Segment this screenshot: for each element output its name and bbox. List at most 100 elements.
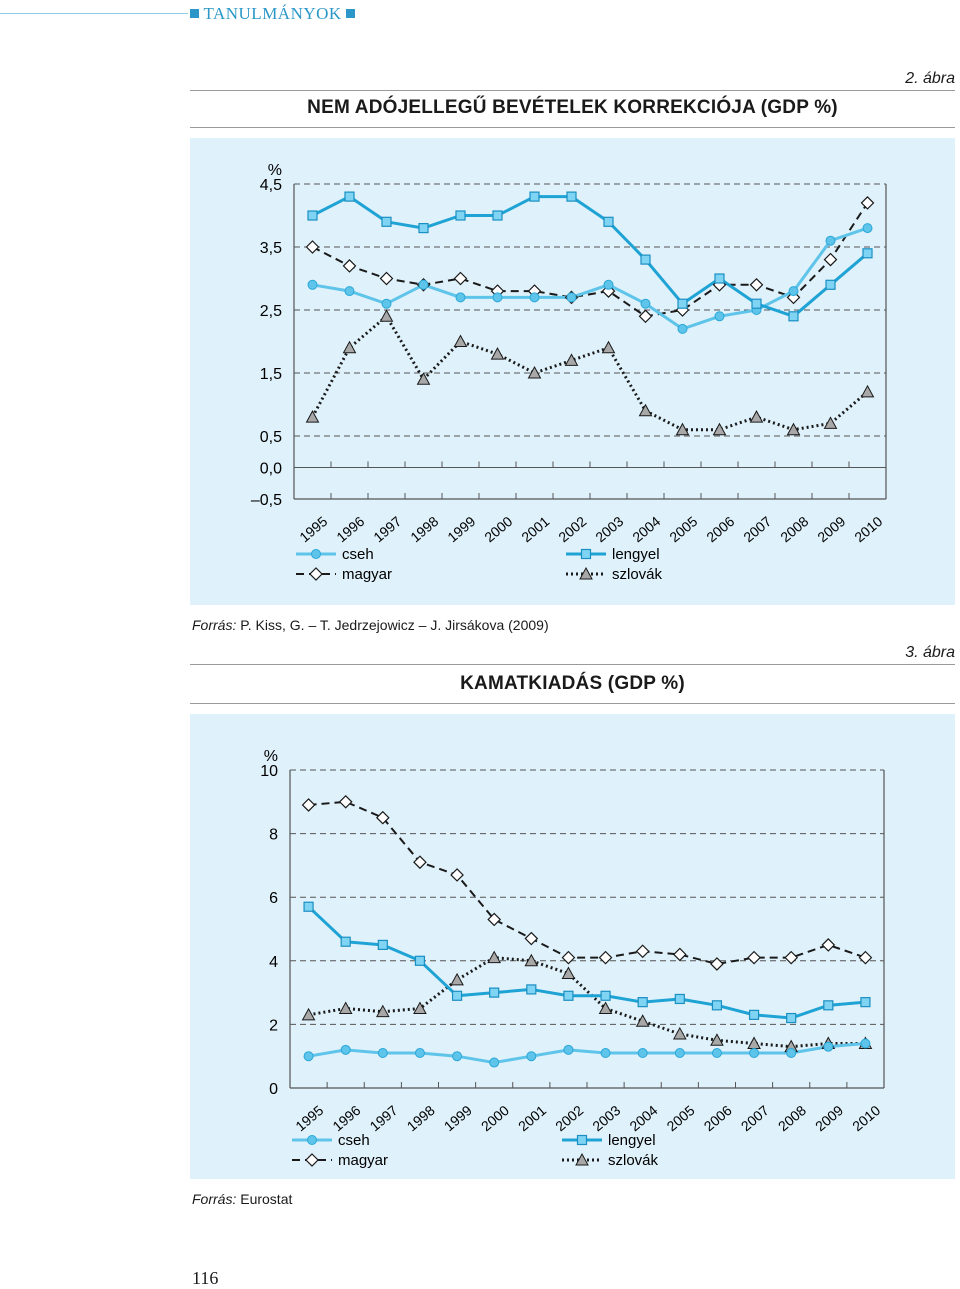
data-point-cseh [377,1048,388,1059]
data-point-lengyel [786,1012,797,1024]
legend-item-magyar: magyar [292,1152,388,1169]
series-line-magyar [308,800,866,965]
data-point-cseh [788,286,799,297]
source-label: Forrás: [192,617,237,633]
data-point-szlovák [416,372,431,385]
data-point-magyar [635,944,650,959]
data-point-cseh [455,292,466,303]
data-point-magyar [747,950,761,965]
legend-item-szlovák: szlovák [566,566,663,583]
data-point-szlovák [379,309,394,322]
data-point-lengyel [566,191,577,202]
legend-item-cseh: cseh [296,546,374,563]
data-point-cseh [563,1044,574,1055]
data-point-szlovák [527,365,542,379]
data-point-lengyel [640,254,651,265]
series-line-cseh [312,226,868,331]
chart-panel: % –0,5 0,0 0,5 1,5 2,5 3,5 4,5 1995 1996 1997 1998 1… [190,138,955,605]
title-rule [190,703,955,704]
data-point-lengyel [637,997,648,1008]
data-point-legend-szlovák [575,1152,589,1166]
x-tick-label: 2006 [701,1102,735,1134]
data-point-legend-cseh [307,1135,317,1145]
y-axis-label: % [264,748,278,765]
data-point-cseh [825,235,836,246]
legend-label: cseh [338,1132,370,1149]
data-point-lengyel [307,210,318,221]
y-tick-label: 2 [269,1017,278,1034]
data-point-lengyel [751,298,762,309]
data-point-cseh [640,298,651,309]
data-point-cseh [711,1048,722,1059]
y-tick-label: 0,5 [260,429,282,446]
data-point-magyar [821,938,836,952]
line-chart: % 0 2 4 6 8 10 1995 1996 1997 1998 1999 2000 2001 2002… [260,748,885,1169]
y-tick-label: –0,5 [251,492,282,509]
legend-item-cseh: cseh [292,1132,370,1149]
data-point-magyar [638,309,653,324]
series-line-lengyel [311,195,869,318]
data-point-szlovák [342,340,357,354]
data-point-cseh [307,279,318,290]
data-point-cseh [492,292,503,303]
x-tick-label: 2009 [812,1102,846,1134]
data-point-magyar [860,196,875,210]
data-point-szlovák [601,340,616,354]
x-tick-label: 1995 [292,1102,326,1134]
data-point-lengyel [451,990,463,1001]
data-point-magyar [749,277,764,292]
data-point-szlovák [860,384,875,398]
data-point-cseh [303,1051,314,1062]
data-point-lengyel [677,298,688,309]
y-tick-label: 2,5 [260,303,282,320]
data-point-cseh [340,1044,351,1055]
data-point-magyar [375,810,390,825]
data-point-lengyel [526,984,537,995]
data-point-cseh [381,298,392,309]
figure-rule [190,90,955,91]
data-point-magyar [301,798,316,812]
page-number: 116 [192,1268,219,1288]
data-point-legend-lengyel [580,548,592,560]
data-point-lengyel [489,987,500,998]
legend-label: cseh [342,546,374,563]
x-tick-label: 2000 [481,513,515,545]
x-tick-label: 2002 [552,1102,586,1134]
data-point-lengyel [748,1009,760,1020]
data-point-magyar [305,240,320,254]
data-point-szlovák [490,347,505,360]
data-point-lengyel [455,210,466,221]
data-point-magyar [342,259,357,273]
data-point-lengyel [711,1000,723,1011]
chart-title: NEM ADÓJELLEGŰ BEVÉTELEK KORREKCIÓJA (GD… [307,97,838,118]
data-point-szlovák [338,1001,353,1014]
legend-label: szlovák [612,566,663,583]
data-point-lengyel [563,990,574,1001]
data-point-szlovák [710,1033,724,1046]
x-tick-label: 2006 [703,513,737,545]
data-point-magyar [338,794,353,809]
data-point-lengyel [303,901,314,912]
data-point-szlovák [450,972,464,986]
data-point-szlovák [561,966,576,980]
data-point-szlovák [375,1004,390,1018]
x-tick-label: 2000 [478,1102,512,1134]
x-tick-label: 1998 [407,513,441,545]
data-point-cseh [823,1041,834,1052]
x-tick-label: 2005 [664,1102,698,1134]
x-tick-label: 1997 [370,513,404,545]
chart-source: Forrás: P. Kiss, G. – T. Jedrzejowicz – … [192,617,549,633]
chart-source: Forrás: Eurostat [192,1191,292,1207]
x-tick-label: 2002 [555,513,589,545]
x-tick-label: 1999 [441,1102,475,1134]
data-point-legend-szlovák [579,566,593,580]
data-point-magyar [561,950,576,965]
series-line-szlovák [308,956,866,1049]
series-line-lengyel [307,905,866,1020]
source-text: Eurostat [240,1191,293,1207]
data-point-magyar [450,868,464,882]
y-tick-label: 1,5 [260,366,282,383]
legend-item-magyar: magyar [296,566,392,583]
data-point-cseh [862,223,873,234]
data-point-lengyel [340,936,351,947]
